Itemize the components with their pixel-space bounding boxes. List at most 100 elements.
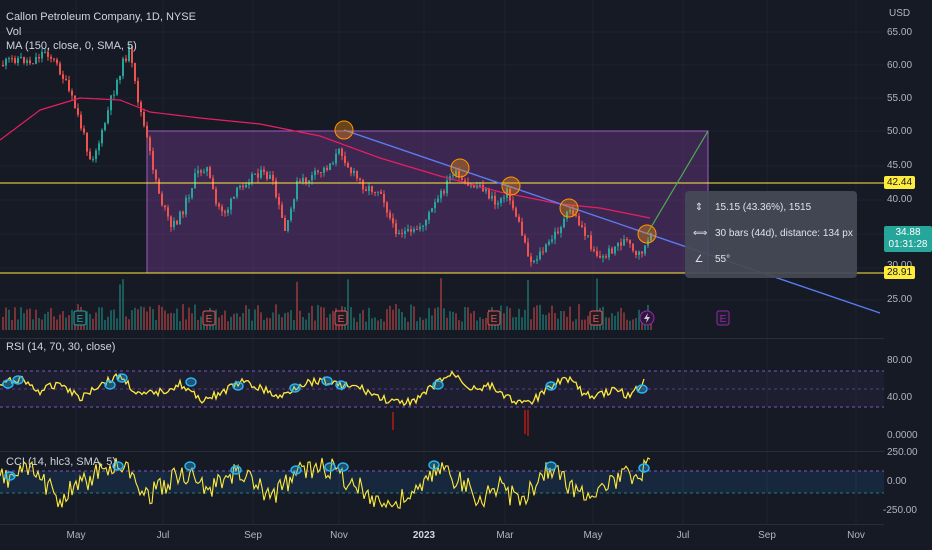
candle-body — [401, 232, 403, 234]
price-range-icon: ⇕ — [694, 202, 704, 213]
volume-bar — [431, 315, 433, 330]
ma-legend[interactable]: MA (150, close, 0, SMA, 5) — [6, 40, 137, 52]
candle-body — [326, 167, 328, 171]
candle-body — [86, 132, 88, 152]
candle-body — [212, 178, 214, 190]
support-price-badge[interactable]: 28.91 — [884, 266, 916, 279]
candle-body — [221, 206, 223, 212]
candle-body — [536, 259, 538, 261]
candle-body — [227, 209, 229, 213]
candle-body — [11, 58, 13, 60]
candle-body — [434, 202, 436, 209]
volume-bar — [47, 311, 49, 330]
candle-body — [320, 171, 322, 173]
candle-body — [590, 235, 592, 250]
volume-bar — [419, 317, 421, 330]
earnings-marker-label: E — [338, 314, 345, 325]
rsi-legend[interactable]: RSI (14, 70, 30, close) — [6, 341, 116, 353]
candle-body — [239, 185, 241, 188]
rsi-signal-mark — [185, 377, 197, 387]
volume-bar — [629, 320, 631, 330]
candle-body — [383, 193, 385, 203]
volume-bar — [422, 319, 424, 330]
candle-body — [26, 60, 28, 63]
rsi-tick: 0.0000 — [887, 430, 918, 441]
volume-bar — [449, 311, 451, 330]
volume-bar — [179, 321, 181, 330]
pane-separator[interactable] — [0, 451, 884, 452]
bars-text: 30 bars (44d), distance: 134 px — [715, 228, 853, 239]
volume-bar — [170, 312, 172, 330]
last-price-badge[interactable]: 34.88 01:31:28 — [884, 226, 932, 252]
candle-body — [392, 218, 394, 224]
volume-bar — [455, 313, 457, 330]
candle-body — [611, 248, 613, 254]
volume-bar — [131, 310, 133, 330]
volume-bar — [542, 314, 544, 330]
earnings-marker — [334, 310, 348, 326]
candle-body — [71, 90, 73, 96]
volume-bar — [350, 307, 352, 330]
candle-body — [164, 205, 166, 208]
volume-bar — [476, 320, 478, 330]
volume-bar — [293, 320, 295, 330]
currency-label[interactable]: USD — [889, 8, 911, 19]
cci-tick: 250.00 — [887, 447, 918, 458]
candle-body — [641, 251, 643, 254]
volume-bar — [638, 309, 640, 330]
volume-bar — [527, 280, 529, 330]
resistance-price-badge[interactable]: 42.44 — [884, 176, 916, 189]
candle-body — [122, 58, 124, 77]
earnings-marker — [202, 310, 216, 326]
candle-body — [650, 233, 652, 241]
candle-body — [95, 150, 97, 160]
volume-legend[interactable]: Vol — [6, 26, 22, 38]
candle-body — [602, 256, 604, 258]
candle-body — [533, 260, 535, 262]
candle-body — [236, 187, 238, 197]
candle-body — [470, 185, 472, 187]
candle-body — [335, 153, 337, 164]
volume-bar — [458, 320, 460, 330]
volume-bar — [251, 320, 253, 330]
cci-legend[interactable]: CCI (14, hlc3, SMA, 5) — [6, 456, 117, 468]
projection-line[interactable] — [646, 130, 709, 235]
volume-bar — [245, 305, 247, 330]
candle-body — [422, 225, 424, 227]
candle-body — [500, 198, 502, 204]
measure-tooltip: ⇕ 15.15 (43.36%), 1515 ⟺ 30 bars (44d), … — [685, 191, 857, 278]
volume-bar — [386, 309, 388, 330]
descending-trendline[interactable] — [343, 129, 881, 314]
candle-body — [173, 220, 175, 228]
earnings-marker — [589, 310, 603, 326]
candle-body — [530, 256, 532, 262]
volume-bar — [230, 316, 232, 330]
candle-body — [344, 155, 346, 164]
pane-separator[interactable] — [0, 338, 884, 339]
dividend-marker[interactable] — [639, 310, 655, 326]
candle-body — [2, 65, 4, 66]
candle-body — [110, 95, 112, 111]
volume-bar — [44, 313, 46, 330]
candle-body — [374, 191, 376, 193]
rsi-divergence-bars — [392, 410, 529, 436]
chart-title[interactable]: Callon Petroleum Company, 1D, NYSE — [6, 11, 196, 23]
volume-bar — [443, 308, 445, 330]
volume-bar — [221, 315, 223, 330]
volume-bar — [200, 316, 202, 330]
candle-body — [125, 58, 127, 62]
candle-body — [452, 175, 454, 177]
candle-body — [332, 163, 334, 165]
candle-body — [353, 171, 355, 174]
candle-body — [425, 220, 427, 226]
volume-bar — [14, 307, 16, 330]
volume-bar — [383, 321, 385, 330]
volume-bar — [269, 318, 271, 330]
candle-body — [362, 179, 364, 190]
candle-body — [503, 197, 505, 199]
candle-body — [104, 123, 106, 131]
volume-bar — [176, 308, 178, 330]
candle-body — [389, 212, 391, 219]
